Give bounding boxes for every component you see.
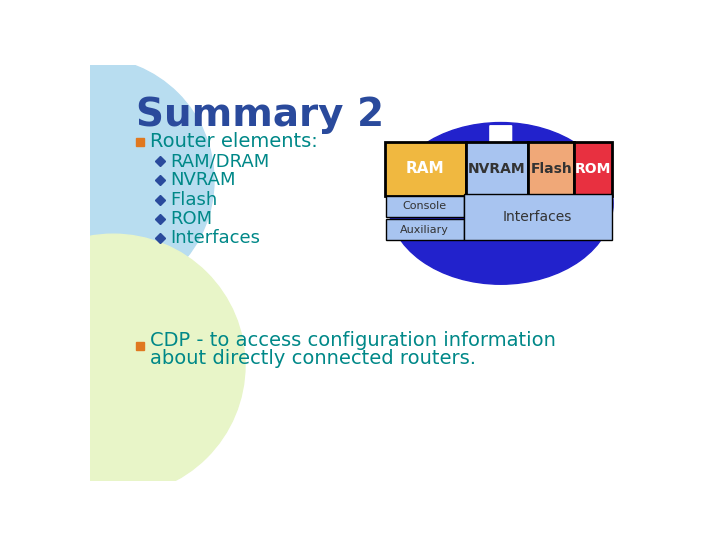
- Text: Auxiliary: Auxiliary: [400, 225, 449, 234]
- Bar: [386, 219, 464, 240]
- Bar: [464, 194, 611, 240]
- Text: Interfaces: Interfaces: [170, 229, 260, 247]
- Text: Router elements:: Router elements:: [150, 132, 318, 151]
- Circle shape: [0, 234, 245, 496]
- Text: Interfaces: Interfaces: [503, 210, 572, 224]
- Ellipse shape: [388, 123, 613, 284]
- Circle shape: [0, 57, 214, 303]
- Text: RAM: RAM: [406, 161, 444, 176]
- Text: NVRAM: NVRAM: [170, 171, 235, 190]
- Text: NVRAM: NVRAM: [468, 162, 526, 176]
- Text: RAM/DRAM: RAM/DRAM: [170, 152, 269, 170]
- Bar: [466, 142, 528, 195]
- Text: about directly connected routers.: about directly connected routers.: [150, 349, 477, 368]
- Text: CDP - to access configuration information: CDP - to access configuration informatio…: [150, 331, 557, 350]
- Text: ROM: ROM: [170, 210, 212, 228]
- Bar: [386, 195, 464, 217]
- Text: Flash: Flash: [530, 162, 572, 176]
- Text: Summary 2: Summary 2: [137, 96, 384, 133]
- FancyArrow shape: [423, 143, 508, 166]
- Bar: [528, 142, 575, 195]
- FancyArrow shape: [493, 143, 578, 166]
- Bar: [575, 142, 611, 195]
- Text: Console: Console: [402, 201, 447, 212]
- Text: Flash: Flash: [170, 191, 217, 208]
- Bar: [384, 142, 466, 195]
- FancyArrow shape: [482, 126, 520, 164]
- Text: ROM: ROM: [575, 162, 611, 176]
